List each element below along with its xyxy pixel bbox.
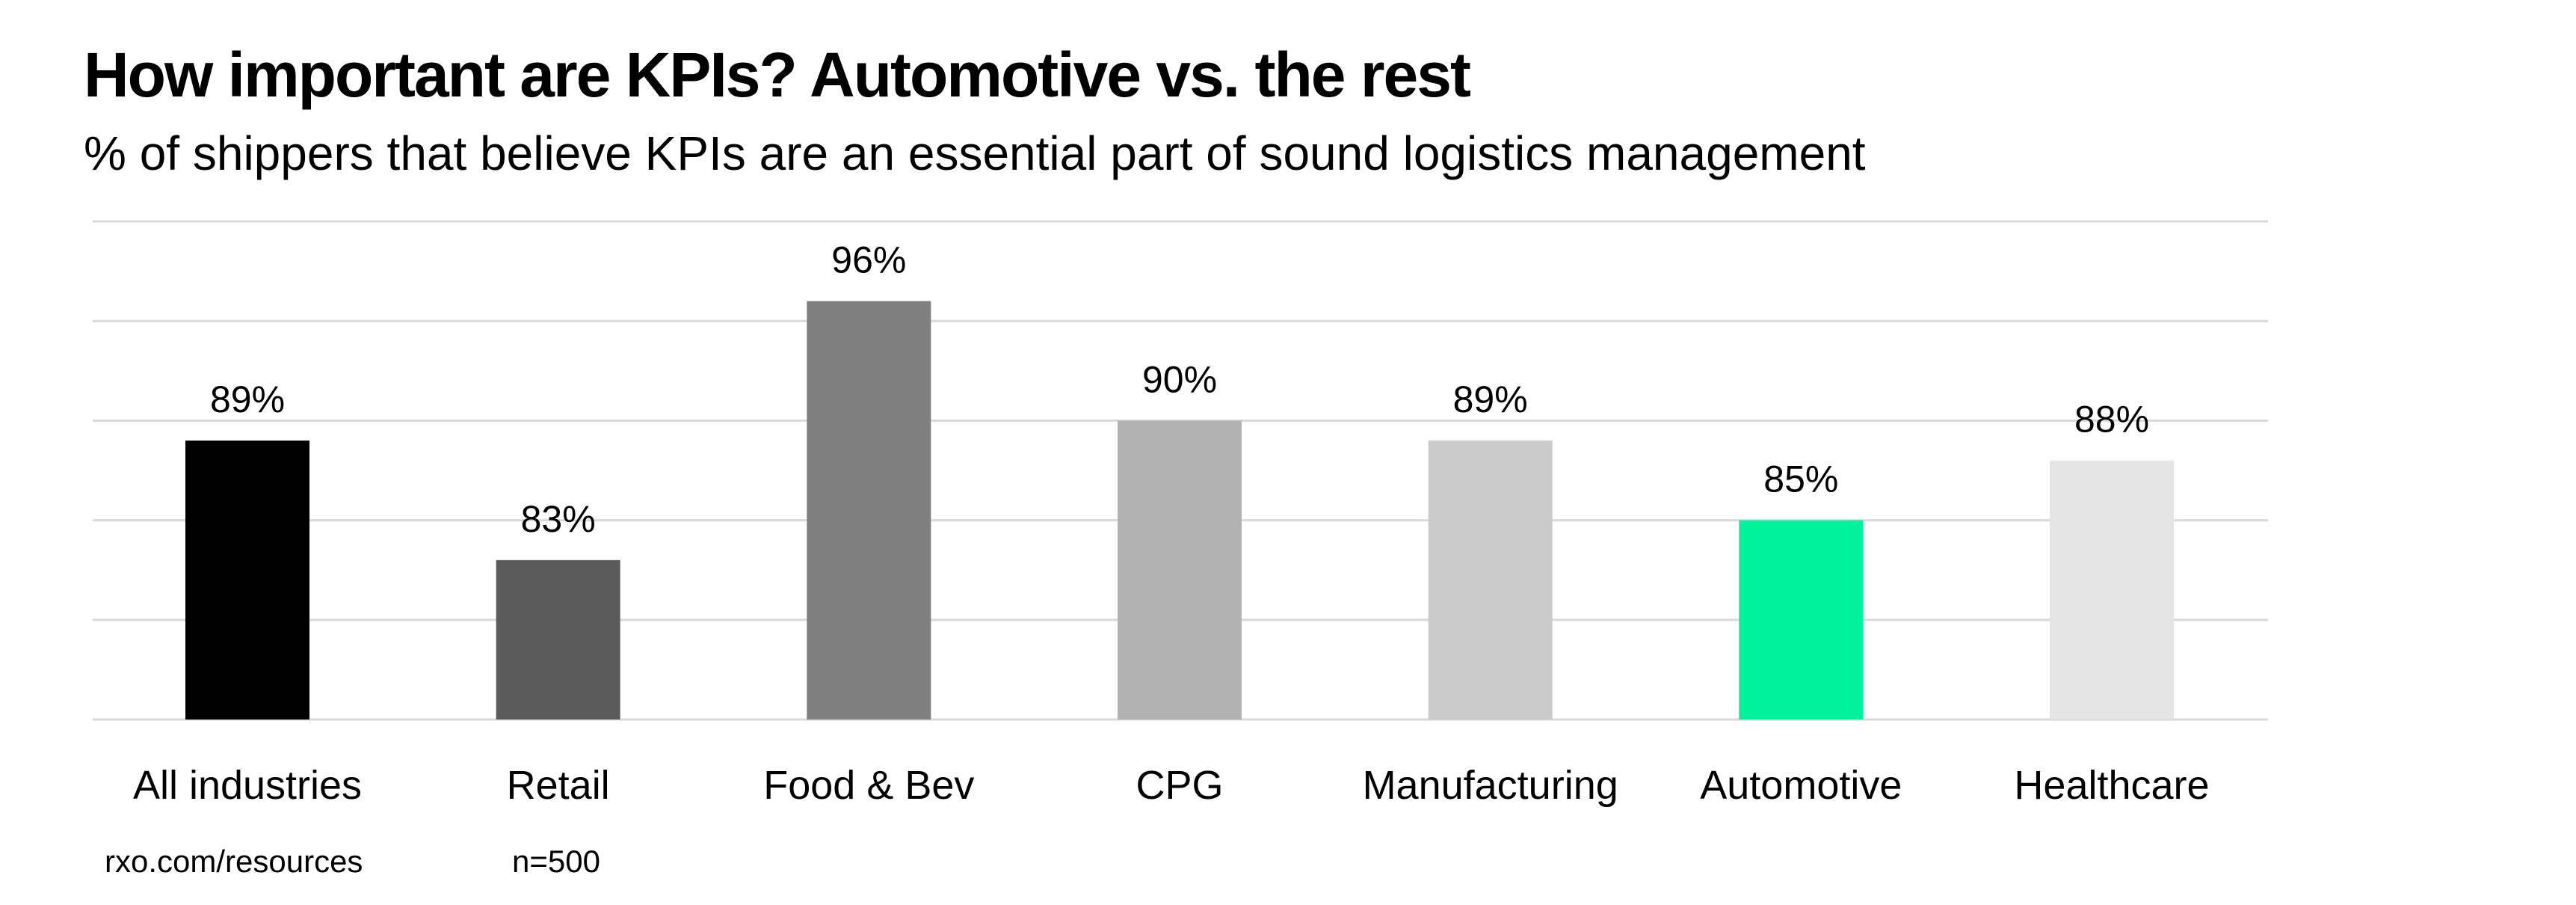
sample-size-note: n=500 (512, 844, 600, 879)
category-labels: All industries Retail Food & Bev CPG Manufac… (133, 763, 2210, 808)
bar-manufacturing (1428, 441, 1553, 720)
category-label: Automotive (1700, 763, 1902, 808)
category-label: All industries (133, 763, 362, 808)
chart-title: How important are KPIs? Automotive vs. t… (84, 40, 1471, 110)
category-label: Manufacturing (1363, 763, 1618, 808)
bar-all-industries (185, 441, 309, 720)
data-label: 89% (1453, 378, 1528, 420)
data-label: 96% (831, 239, 906, 281)
category-label: Retail (507, 763, 610, 808)
data-labels: 89% 83% 96% 90% 89% 85% 88% (210, 239, 2149, 540)
data-label: 89% (210, 378, 285, 420)
category-label: CPG (1136, 763, 1223, 808)
bar-food-bev (807, 301, 931, 720)
chart-subtitle: % of shippers that believe KPIs are an e… (84, 126, 1866, 180)
data-label: 83% (521, 498, 596, 540)
bar-cpg (1118, 420, 1242, 720)
category-label: Healthcare (2014, 763, 2209, 808)
bar-automotive (1739, 520, 1864, 720)
data-label: 85% (1763, 458, 1838, 500)
data-label: 88% (2074, 399, 2149, 441)
bar-healthcare (2050, 460, 2174, 720)
bars (185, 301, 2174, 720)
category-label: Food & Bev (763, 763, 974, 808)
data-label: 90% (1142, 358, 1217, 400)
bar-retail (496, 559, 620, 720)
source-note: rxo.com/resources (105, 844, 363, 879)
